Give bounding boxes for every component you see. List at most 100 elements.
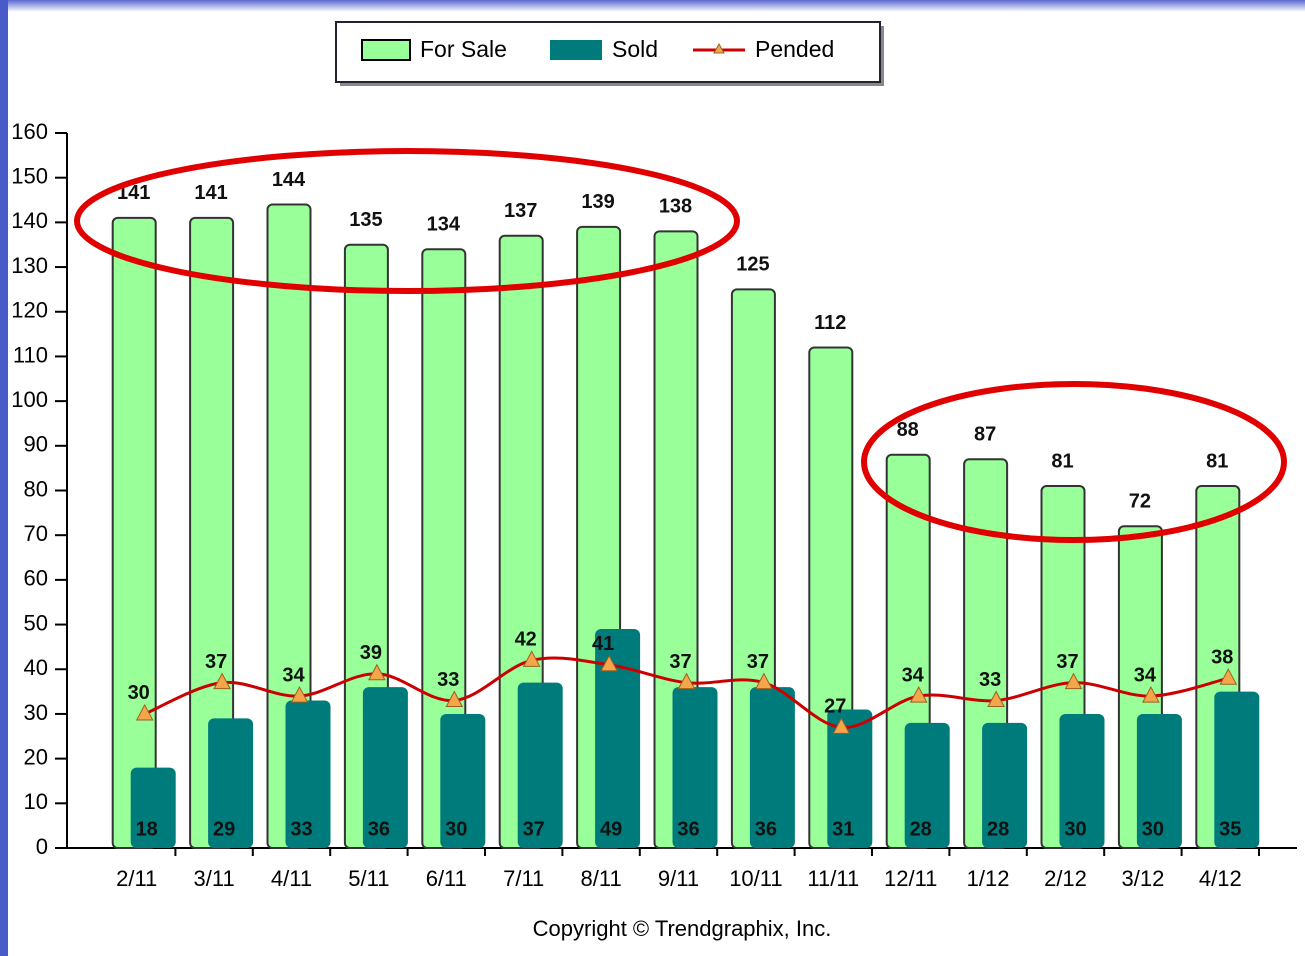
y-tick-label: 60 bbox=[24, 566, 48, 591]
marker bbox=[445, 690, 464, 708]
marker bbox=[1142, 686, 1160, 703]
x-tick-label: 4/12 bbox=[1199, 866, 1242, 891]
value-label: 37 bbox=[523, 818, 545, 840]
marker bbox=[987, 690, 1005, 708]
value-label: 27 bbox=[824, 696, 846, 718]
x-tick-label: 7/11 bbox=[503, 866, 544, 891]
copyright: Copyright © Trendgraphix, Inc. bbox=[533, 916, 832, 941]
value-label: 81 bbox=[1206, 450, 1228, 472]
y-tick-label: 150 bbox=[11, 164, 48, 189]
value-label: 30 bbox=[1142, 818, 1164, 840]
value-label: 36 bbox=[677, 818, 699, 840]
value-label: 37 bbox=[1056, 651, 1078, 673]
value-label: 36 bbox=[368, 818, 390, 840]
bar bbox=[111, 216, 157, 849]
bar bbox=[440, 713, 486, 848]
legend-label: Pended bbox=[755, 36, 834, 62]
legend-swatch bbox=[550, 40, 602, 60]
bar bbox=[595, 629, 641, 848]
bar bbox=[130, 767, 176, 848]
bar bbox=[208, 718, 254, 848]
value-label: 37 bbox=[747, 651, 769, 673]
value-label: 87 bbox=[974, 424, 996, 446]
legend-swatch bbox=[713, 42, 725, 54]
y-tick-label: 10 bbox=[24, 789, 48, 814]
x-tick-label: 2/11 bbox=[116, 866, 157, 891]
value-label: 30 bbox=[128, 682, 150, 704]
value-label: 35 bbox=[1219, 818, 1241, 840]
value-label: 37 bbox=[205, 651, 227, 673]
y-tick-label: 40 bbox=[24, 655, 48, 680]
marker bbox=[1064, 672, 1083, 690]
marker bbox=[677, 672, 696, 690]
value-label: 33 bbox=[979, 669, 1001, 691]
bar bbox=[1059, 713, 1105, 848]
value-label: 139 bbox=[581, 191, 614, 213]
value-label: 141 bbox=[194, 182, 227, 204]
value-label: 30 bbox=[445, 818, 467, 840]
bar bbox=[827, 709, 873, 848]
value-label: 137 bbox=[504, 200, 537, 222]
value-label: 18 bbox=[136, 818, 158, 840]
value-label: 81 bbox=[1051, 450, 1073, 472]
marker bbox=[600, 654, 618, 672]
y-tick-label: 20 bbox=[24, 744, 48, 769]
value-label: 33 bbox=[290, 818, 312, 840]
plot-area: 0 10 20 30 40 50 60 70 80 90 100 110 120 130 140 150 160… bbox=[11, 119, 1297, 891]
x-tick-label: 6/11 bbox=[426, 866, 467, 891]
value-label: 34 bbox=[282, 664, 305, 686]
value-label: 34 bbox=[902, 664, 925, 686]
y-tick-label: 130 bbox=[11, 253, 48, 278]
bar bbox=[672, 687, 718, 848]
y-tick-label: 140 bbox=[11, 208, 48, 233]
y-tick-label: 30 bbox=[24, 700, 48, 725]
highlight-ellipse bbox=[74, 148, 740, 294]
bar bbox=[285, 700, 331, 848]
marker bbox=[368, 663, 386, 681]
value-label: 135 bbox=[349, 209, 382, 231]
bar bbox=[982, 722, 1028, 848]
value-label: 88 bbox=[897, 419, 919, 441]
highlight-ellipse bbox=[861, 381, 1287, 543]
bar bbox=[904, 722, 950, 848]
value-label: 38 bbox=[1211, 646, 1233, 668]
bar bbox=[749, 687, 795, 848]
marker bbox=[522, 650, 541, 667]
marker bbox=[832, 717, 851, 734]
value-label: 28 bbox=[910, 818, 932, 840]
marker bbox=[290, 686, 309, 703]
x-tick-label: 12/11 bbox=[884, 866, 937, 891]
x-tick-label: 1/12 bbox=[967, 866, 1010, 891]
value-label: 138 bbox=[659, 196, 692, 218]
marker bbox=[755, 672, 773, 690]
x-tick-label: 5/11 bbox=[348, 866, 389, 891]
marker bbox=[213, 672, 231, 690]
y-tick-label: 0 bbox=[36, 834, 48, 859]
value-label: 49 bbox=[600, 818, 622, 840]
x-tick-label: 4/11 bbox=[271, 866, 312, 891]
value-label: 28 bbox=[987, 818, 1009, 840]
legend-label: Sold bbox=[612, 36, 658, 62]
legend: For Sale Sold Pended bbox=[335, 21, 884, 86]
bar bbox=[517, 682, 563, 848]
value-label: 39 bbox=[360, 642, 382, 664]
legend-box bbox=[335, 21, 881, 83]
legend-label: For Sale bbox=[420, 36, 507, 62]
value-label: 41 bbox=[592, 633, 614, 655]
y-tick-label: 110 bbox=[13, 342, 48, 367]
value-label: 141 bbox=[117, 182, 150, 204]
value-label: 42 bbox=[515, 629, 537, 651]
bar bbox=[1136, 713, 1182, 848]
y-tick-label: 160 bbox=[11, 119, 48, 144]
x-tick-label: 10/11 bbox=[729, 866, 782, 891]
x-tick-label: 11/11 bbox=[807, 866, 859, 891]
bar bbox=[1214, 691, 1260, 848]
x-tick-label: 9/11 bbox=[658, 866, 699, 891]
value-label: 29 bbox=[213, 818, 235, 840]
left-border bbox=[0, 0, 8, 956]
value-label: 33 bbox=[437, 669, 459, 691]
y-tick-label: 90 bbox=[24, 432, 48, 457]
marker bbox=[909, 686, 928, 703]
